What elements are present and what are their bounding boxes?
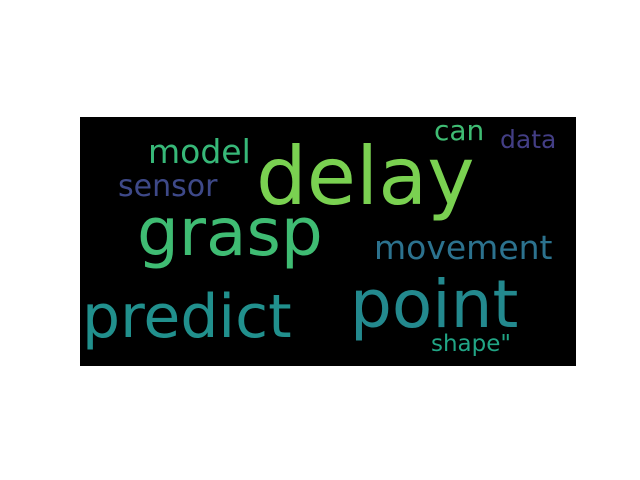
word-sensor: sensor [118,169,218,204]
word-data: data [500,125,557,154]
word-grasp: grasp [137,194,323,271]
word-delay: delay [256,130,475,223]
word-point: point [350,266,519,343]
word-can: can [434,117,485,147]
word-movement: movement [374,228,553,267]
word-predict: predict [82,282,292,352]
word-cloud-panel: delay grasp predict point movement model… [80,117,576,366]
word-model: model [148,132,251,171]
word-shape: shape" [431,331,511,357]
